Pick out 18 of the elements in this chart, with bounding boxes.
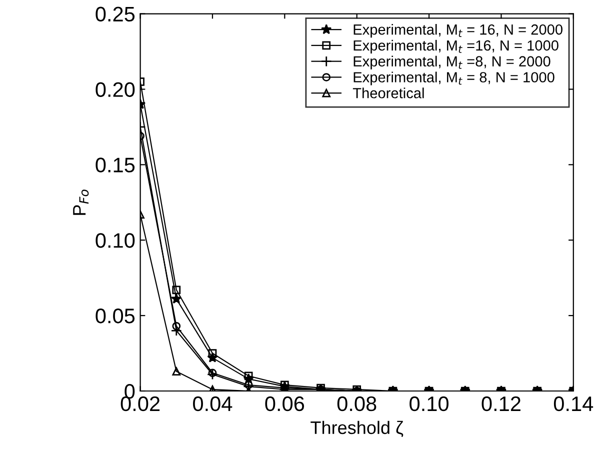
- legend-label: Experimental, M$_{t}$ = 16, N = 2000: [354, 24, 562, 38]
- y-axis-title: P$_{Fo}$: [73, 190, 89, 215]
- x-tick-label: 0.14: [554, 396, 594, 412]
- legend-label: Experimental, M$_{t}$ =16, N = 1000: [354, 40, 558, 54]
- y-tick-label: 0.05: [96, 308, 135, 324]
- legend-label: Experimental, M$_{t}$ =8, N = 2000: [354, 56, 550, 70]
- y-tick-label: 0.20: [96, 82, 135, 97]
- y-tick-label: 0.10: [96, 233, 135, 248]
- x-tick-label: 0.12: [482, 396, 520, 412]
- x-axis-title: Threshold ζ: [310, 420, 404, 438]
- x-tick-label: 0.08: [337, 396, 376, 412]
- x-tick-label: 0.06: [265, 396, 304, 412]
- legend-label: Experimental, M$_{t}$ = 8, N = 1000: [354, 72, 554, 86]
- legend-label: Theoretical: [352, 88, 424, 98]
- x-tick-label: 0.10: [410, 396, 448, 412]
- y-tick-label: 0.15: [96, 158, 135, 172]
- x-tick-label: 0.04: [193, 396, 232, 412]
- y-tick-label: 0.25: [96, 6, 135, 22]
